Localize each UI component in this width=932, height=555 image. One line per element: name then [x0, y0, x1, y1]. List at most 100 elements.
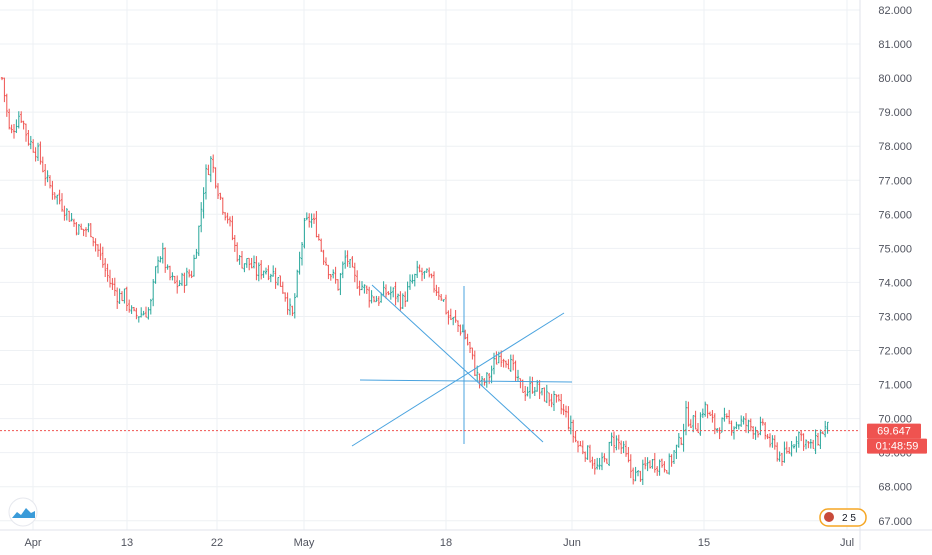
- bar-down: [504, 360, 508, 368]
- bar-down: [432, 271, 436, 293]
- bar-up: [171, 272, 174, 281]
- y-tick-label: 79.000: [878, 107, 912, 119]
- bar-down: [327, 264, 330, 280]
- bar-down: [176, 275, 179, 294]
- bar-up: [46, 170, 49, 183]
- bar-up: [195, 248, 198, 259]
- bar-down: [267, 265, 270, 281]
- bar-up: [492, 352, 496, 375]
- bar-down: [665, 470, 668, 474]
- bar-up: [485, 372, 488, 388]
- bar-up: [245, 258, 248, 268]
- bar-up: [300, 242, 304, 266]
- bar-up: [269, 273, 272, 283]
- bar-up: [202, 187, 205, 219]
- drawing-line-diagonal-up[interactable]: [351, 312, 565, 447]
- bar-up: [759, 416, 762, 436]
- bar-down: [605, 458, 608, 464]
- bar-down: [315, 210, 318, 238]
- y-tick-label: 75.000: [878, 243, 912, 255]
- bar-up: [704, 401, 707, 417]
- bar-down: [524, 385, 527, 401]
- tradingview-logo-icon[interactable]: [8, 497, 38, 527]
- bar-down: [20, 111, 23, 124]
- bar-down: [317, 233, 320, 241]
- bar-down: [648, 460, 652, 469]
- bar-up: [610, 432, 613, 447]
- bar-up: [204, 164, 208, 200]
- bar-down: [488, 372, 491, 384]
- bar-down: [75, 222, 78, 236]
- bar-down: [713, 413, 716, 435]
- x-tick-label: Jul: [840, 537, 854, 549]
- bar-down: [437, 287, 440, 300]
- bar-down: [466, 333, 469, 346]
- bar-up: [257, 262, 260, 282]
- bar-down: [334, 266, 337, 284]
- bar-down: [821, 431, 824, 435]
- bar-up: [276, 276, 280, 286]
- bar-up: [615, 435, 618, 451]
- bar-down: [574, 430, 577, 443]
- drawing-line-diagonal-down[interactable]: [371, 284, 544, 443]
- current-price-value: 69.647: [877, 426, 911, 438]
- bar-countdown: 01:48:59: [876, 441, 919, 453]
- bar-down: [802, 433, 805, 451]
- bar-down: [399, 291, 402, 311]
- bar-down: [428, 267, 431, 278]
- bar-down: [125, 286, 128, 312]
- bar-down: [816, 432, 820, 446]
- bar-down: [216, 183, 220, 199]
- y-tick-label: 82.000: [878, 5, 912, 17]
- bar-down: [173, 275, 176, 284]
- bar-down: [228, 216, 232, 227]
- bar-down: [94, 238, 97, 252]
- y-tick-label: 80.000: [878, 73, 912, 85]
- bar-down: [680, 437, 683, 446]
- bar-up: [416, 260, 419, 278]
- bar-up: [305, 212, 308, 221]
- bar-down: [440, 293, 443, 301]
- bar-down: [274, 267, 277, 289]
- bar-up: [154, 266, 157, 284]
- bar-down: [394, 281, 397, 306]
- bar-down: [730, 420, 733, 436]
- bar-up: [406, 281, 409, 302]
- bar-down: [471, 347, 474, 360]
- bar-down: [581, 440, 584, 455]
- drawing-line-horizontal[interactable]: [359, 379, 573, 383]
- bar-up: [608, 441, 611, 467]
- bar-down: [603, 453, 606, 463]
- bar-up: [735, 421, 738, 430]
- bar-down: [53, 192, 56, 200]
- bar-down: [0, 77, 4, 81]
- star-drawing[interactable]: [351, 284, 573, 447]
- bar-down: [620, 440, 623, 454]
- events-badge[interactable]: 2 5: [819, 508, 867, 527]
- bar-down: [500, 350, 503, 367]
- bar-down: [531, 376, 534, 394]
- bar-up: [332, 269, 335, 279]
- bar-down: [454, 310, 457, 323]
- y-tick-label: 74.000: [878, 277, 912, 289]
- bar-up: [797, 431, 800, 448]
- bar-down: [629, 454, 632, 479]
- bar-up: [720, 417, 724, 433]
- bar-up: [243, 263, 246, 273]
- bar-up: [140, 307, 143, 318]
- bar-down: [346, 250, 349, 267]
- bar-down: [116, 287, 119, 309]
- bar-down: [766, 433, 769, 440]
- bar-up: [742, 416, 745, 425]
- bar-down: [44, 163, 47, 186]
- bar-up: [677, 433, 680, 448]
- bar-up: [363, 284, 366, 294]
- bar-up: [161, 242, 164, 264]
- bar-down: [233, 235, 236, 252]
- bar-down: [308, 213, 311, 228]
- time-axis[interactable]: Apr 13 22 May 18 Jun 15 Jul: [24, 537, 854, 549]
- bar-up: [792, 444, 796, 449]
- bar-up: [70, 212, 73, 222]
